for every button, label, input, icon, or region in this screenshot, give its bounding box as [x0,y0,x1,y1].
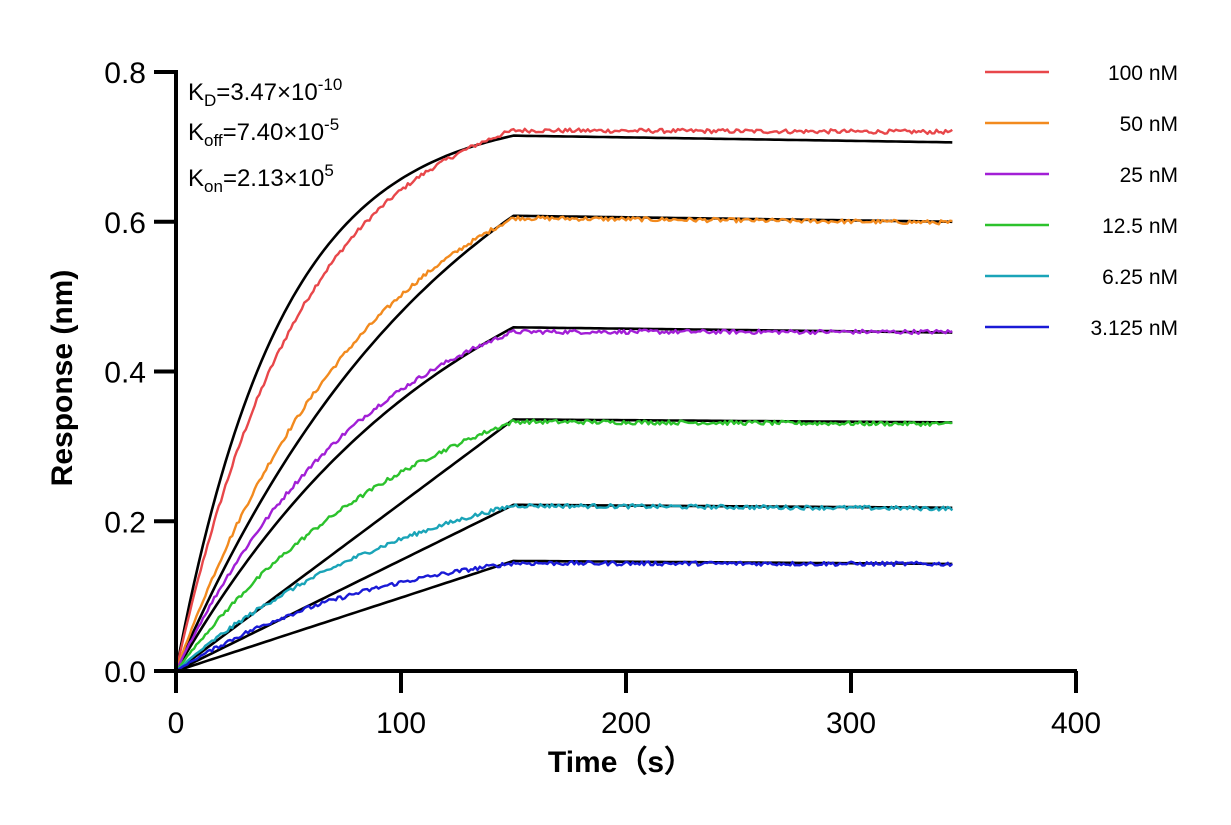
legend-label-100nm: 100 nM [1108,62,1178,85]
legend-label-3-125nm: 3.125 nM [1090,317,1178,340]
series-line-6-25nm [175,502,954,672]
fit-curve-25nm [174,325,953,672]
legend: 100 nM 50 nM 25 nM 12.5 nM 6.25 nM 3.125 nM [985,62,1178,340]
y-axis-title: Response (nm) [46,270,79,487]
legend-label-50nm: 50 nM [1120,113,1178,136]
series-line-100nm [174,127,953,672]
y-tick-label: 0.4 [104,357,146,390]
y-tick-label: 0.8 [104,57,146,90]
fit-curve-6-25nm [175,503,953,673]
x-axis-title: Time（s） [548,745,694,779]
y-tick-label: 0.0 [104,656,146,689]
x-tick-label: 100 [376,707,426,740]
x-ticks: 0 100 200 300 400 [168,671,1101,740]
x-tick-label: 0 [168,707,185,740]
y-tick-label: 0.6 [104,207,146,240]
series-line-3-125nm [175,560,954,673]
series-lines [174,127,954,673]
legend-label-6-25nm: 6.25 nM [1102,266,1178,289]
kd-annotation: KD=3.47×10-10 [188,75,342,110]
series-line-12-5nm [175,418,953,672]
series-line-25nm [174,328,953,672]
y-tick-label: 0.2 [104,506,146,539]
legend-label-25nm: 25 nM [1120,164,1178,187]
x-tick-label: 400 [1051,707,1101,740]
legend-label-12-5nm: 12.5 nM [1102,215,1178,238]
fit-curve-12-5nm [175,418,953,673]
fit-curve-100nm [174,134,953,672]
fit-curve-50nm [174,214,953,672]
series-line-50nm [174,215,953,672]
x-tick-label: 300 [826,707,876,740]
y-ticks: 0.0 0.2 0.4 0.6 0.8 [104,57,176,689]
koff-annotation: Koff=7.40×10-5 [188,115,339,150]
kon-annotation: Kon=2.13×105 [188,161,334,196]
x-tick-label: 200 [601,707,651,740]
